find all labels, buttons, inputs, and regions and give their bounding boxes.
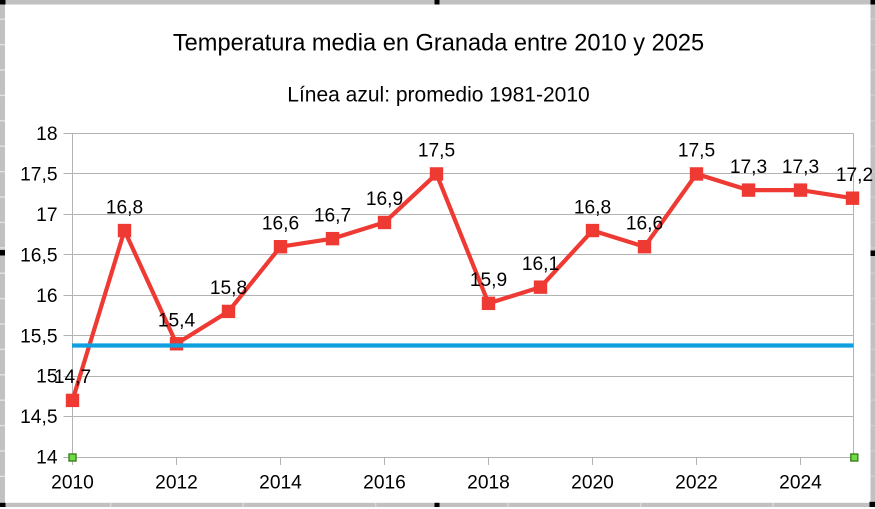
svg-text:17,3: 17,3 <box>782 157 819 178</box>
svg-text:18: 18 <box>36 124 57 145</box>
svg-text:16,6: 16,6 <box>626 213 663 234</box>
svg-text:16,7: 16,7 <box>314 205 351 226</box>
svg-text:15,4: 15,4 <box>158 310 196 331</box>
svg-text:16: 16 <box>36 286 57 307</box>
svg-text:16,1: 16,1 <box>522 254 559 275</box>
svg-text:17,2: 17,2 <box>836 165 873 186</box>
svg-text:15: 15 <box>36 367 57 388</box>
svg-text:Línea azul: promedio 1981-2010: Línea azul: promedio 1981-2010 <box>287 84 589 107</box>
svg-text:2018: 2018 <box>467 472 510 493</box>
svg-text:2016: 2016 <box>363 472 406 493</box>
svg-text:17,5: 17,5 <box>418 141 455 162</box>
svg-text:16,8: 16,8 <box>106 197 143 218</box>
svg-text:17,3: 17,3 <box>730 157 767 178</box>
svg-text:14,5: 14,5 <box>20 407 57 428</box>
svg-text:16,8: 16,8 <box>574 197 611 218</box>
svg-text:17: 17 <box>36 205 57 226</box>
svg-text:14: 14 <box>36 448 58 469</box>
svg-text:17,5: 17,5 <box>20 165 57 186</box>
svg-text:17,5: 17,5 <box>678 141 715 162</box>
svg-text:2022: 2022 <box>675 472 718 493</box>
svg-text:2024: 2024 <box>779 472 822 493</box>
svg-text:2010: 2010 <box>51 472 94 493</box>
svg-text:16,6: 16,6 <box>262 213 299 234</box>
svg-text:16,5: 16,5 <box>20 245 57 266</box>
svg-text:15,8: 15,8 <box>210 278 247 299</box>
svg-text:Temperatura media en Granada e: Temperatura media en Granada entre 2010 … <box>173 30 704 56</box>
svg-text:15,9: 15,9 <box>470 270 507 291</box>
svg-text:14,7: 14,7 <box>54 367 91 388</box>
svg-text:2020: 2020 <box>571 472 614 493</box>
svg-text:16,9: 16,9 <box>366 189 403 210</box>
svg-text:2012: 2012 <box>155 472 198 493</box>
svg-text:15,5: 15,5 <box>20 326 57 347</box>
svg-text:2014: 2014 <box>259 472 302 493</box>
